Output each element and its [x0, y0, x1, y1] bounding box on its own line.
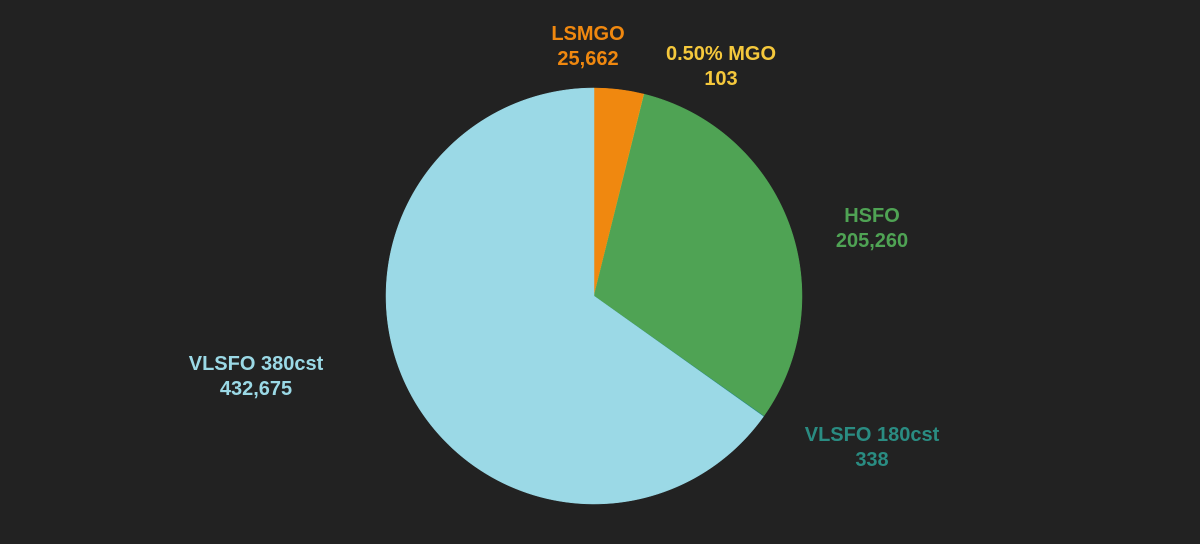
slice-value-hsfo: 205,260 — [836, 230, 908, 252]
slice-value-lsmgo: 25,662 — [557, 48, 618, 70]
slice-label-hsfo: HSFO — [844, 205, 900, 227]
slice-value-vlsfo-180cst: 338 — [855, 449, 888, 471]
slice-value-vlsfo-380cst: 432,675 — [220, 378, 292, 400]
slice-label-lsmgo: LSMGO — [551, 23, 624, 45]
slice-label-vlsfo-380cst: VLSFO 380cst — [189, 353, 324, 375]
slice-label-vlsfo-180cst: VLSFO 180cst — [805, 424, 940, 446]
pie-slice-hsfo — [593, 93, 803, 417]
pie-slice-vlsfo-380cst — [385, 87, 764, 505]
slice-label-0-50-mgo: 0.50% MGO — [666, 43, 776, 65]
slice-value-0-50-mgo: 103 — [704, 68, 737, 90]
